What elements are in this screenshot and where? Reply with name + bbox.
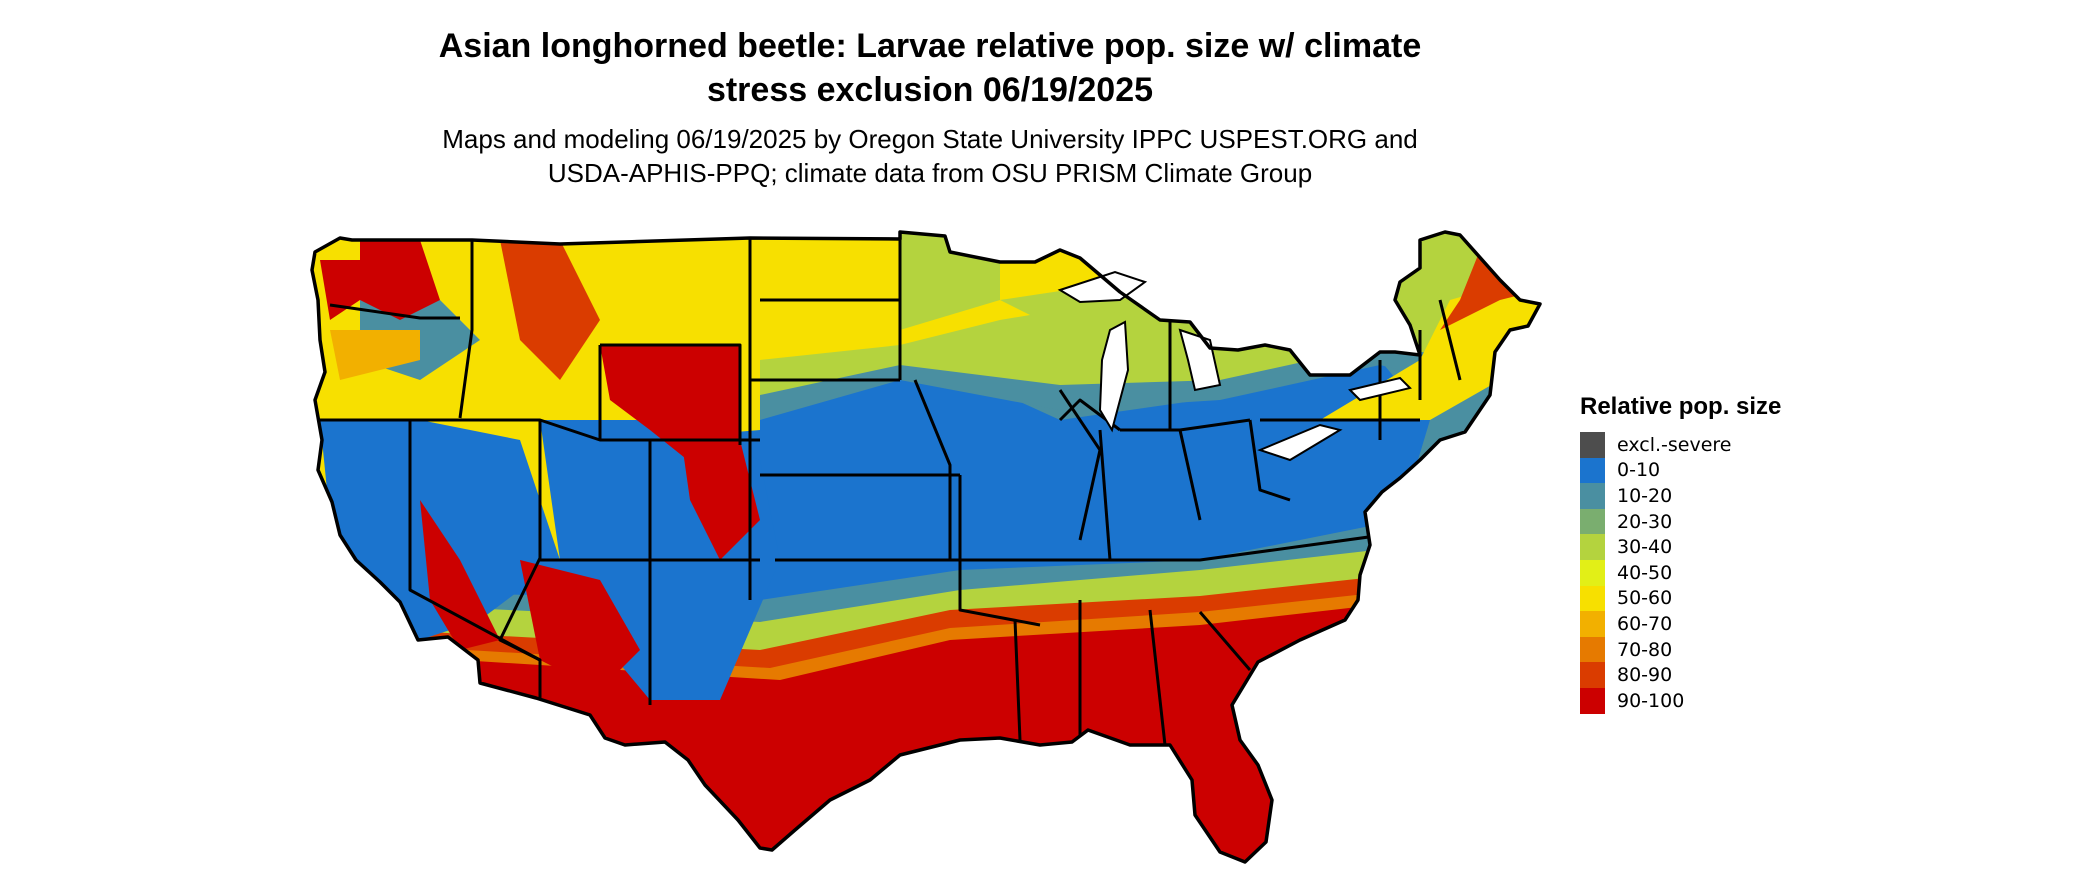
- legend-swatch: [1580, 534, 1605, 560]
- legend-item: 30-40: [1580, 534, 1940, 560]
- legend-item: 40-50: [1580, 559, 1940, 586]
- map-subtitle: Maps and modeling 06/19/2025 by Oregon S…: [330, 122, 1530, 190]
- legend-label: 50-60: [1617, 587, 1673, 610]
- legend: Relative pop. size excl.-severe 0-10 10-20…: [1580, 392, 1940, 714]
- map-subtitle-line-2: USDA-APHIS-PPQ; climate data from OSU PR…: [547, 158, 1313, 188]
- legend-swatch: [1580, 611, 1605, 637]
- legend-item: 50-60: [1580, 585, 1940, 612]
- legend-label: 80-90: [1617, 664, 1673, 687]
- legend-label: excl.-severe: [1617, 433, 1732, 456]
- map-title: Asian longhorned beetle: Larvae relative…: [330, 24, 1530, 112]
- state-borders: [318, 238, 1462, 746]
- legend-item: 0-10: [1580, 457, 1940, 484]
- legend-item: 80-90: [1580, 662, 1940, 688]
- legend-label: 70-80: [1617, 638, 1673, 661]
- legend-item: 90-100: [1580, 687, 1940, 714]
- legend-swatch: [1580, 432, 1605, 458]
- legend-label: 60-70: [1617, 612, 1673, 635]
- legend-swatch: [1580, 662, 1605, 688]
- legend-item: excl.-severe: [1580, 432, 1940, 458]
- legend-items: excl.-severe 0-10 10-20 20-30 30-40 40-50 50-6…: [1580, 432, 1940, 714]
- legend-label: 0-10: [1617, 459, 1661, 482]
- legend-swatch: [1580, 457, 1605, 484]
- map-title-line-2: stress exclusion 06/19/2025: [706, 71, 1154, 109]
- legend-item: 60-70: [1580, 611, 1940, 637]
- legend-item: 70-80: [1580, 636, 1940, 663]
- legend-swatch: [1580, 636, 1605, 663]
- us-outline: [310, 230, 1542, 864]
- legend-label: 20-30: [1617, 510, 1673, 533]
- legend-item: 10-20: [1580, 483, 1940, 509]
- legend-item: 20-30: [1580, 508, 1940, 535]
- legend-swatch: [1580, 559, 1605, 586]
- legend-label: 30-40: [1617, 536, 1673, 559]
- legend-label: 40-50: [1617, 561, 1673, 584]
- legend-swatch: [1580, 483, 1605, 509]
- map-title-line-1: Asian longhorned beetle: Larvae relative…: [438, 27, 1422, 65]
- legend-swatch: [1580, 585, 1605, 612]
- legend-swatch: [1580, 508, 1605, 535]
- legend-title: Relative pop. size: [1580, 393, 1782, 420]
- legend-swatch: [1580, 687, 1605, 714]
- map-subtitle-line-1: Maps and modeling 06/19/2025 by Oregon S…: [442, 124, 1418, 154]
- legend-label: 90-100: [1617, 689, 1685, 712]
- legend-label: 10-20: [1617, 484, 1673, 507]
